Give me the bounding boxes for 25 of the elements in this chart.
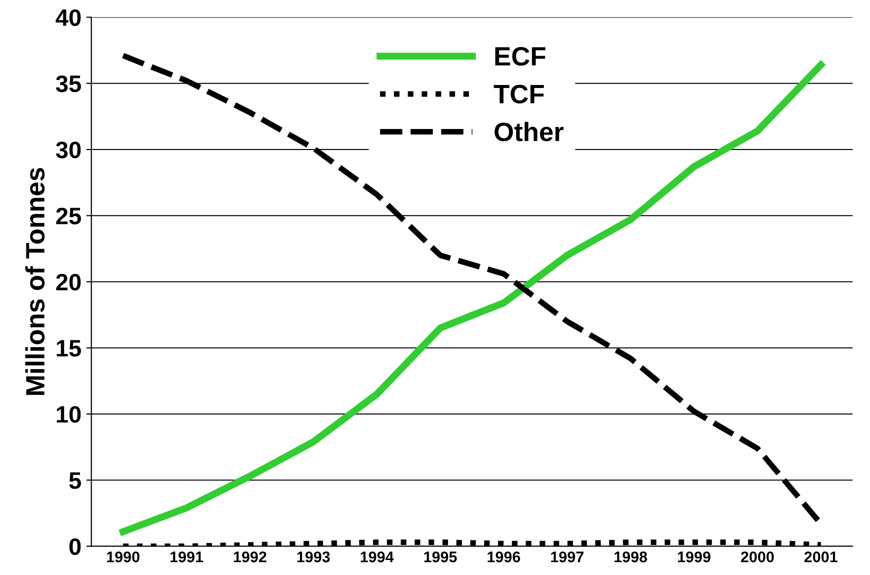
x-tick-label: 1992	[234, 552, 266, 562]
legend-label: Other	[494, 122, 564, 142]
x-tick-label: 1990	[107, 552, 140, 562]
y-tick-label: 0	[69, 538, 81, 556]
y-tick-label: 40	[56, 9, 81, 26]
x-tick-label: 1991	[170, 552, 204, 562]
x-tick-label: 2000	[740, 552, 774, 562]
legend-label: TCF	[494, 84, 544, 104]
x-tick-label: 1999	[678, 552, 710, 562]
y-tick-label: 15	[56, 340, 81, 357]
legend-label: ECF	[495, 46, 546, 66]
y-tick-label: 10	[56, 406, 81, 423]
y-tick-label: 30	[56, 142, 81, 158]
x-tick-label: 1997	[551, 552, 584, 562]
x-tick-label: 1998	[614, 552, 648, 562]
y-axis-title: Millions of Tonnes	[25, 168, 45, 395]
y-tick-label: 20	[56, 274, 81, 291]
x-tick-label: 1994	[360, 552, 394, 562]
x-tick-label: 1995	[424, 552, 457, 562]
y-tick-label: 25	[56, 208, 81, 224]
x-tick-label: 1993	[297, 552, 330, 562]
y-tick-label: 35	[56, 75, 81, 92]
y-tick-label: 5	[69, 472, 81, 489]
x-tick-label: 2001	[804, 552, 838, 562]
x-tick-label: 1996	[488, 552, 520, 562]
